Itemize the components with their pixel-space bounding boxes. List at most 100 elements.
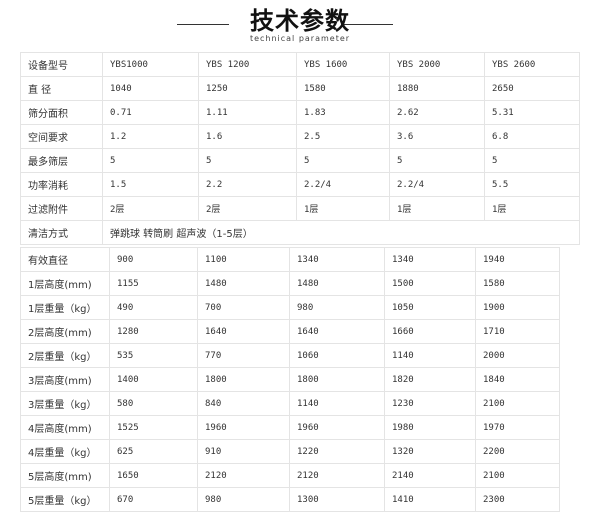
title-line-left [177, 24, 229, 25]
cell-value: 670 [109, 487, 198, 512]
table-row: 5层高度(mm) 1650 2120 2120 2140 2100 [20, 463, 560, 488]
cell-value: 1140 [384, 343, 476, 368]
cell-value: YBS 1600 [296, 52, 390, 77]
title-line-right [341, 24, 393, 25]
cell-value: 2层 [102, 196, 199, 221]
table-row: 过滤附件 2层 2层 1层 1层 1层 [20, 196, 580, 221]
cell-value: 1层 [484, 196, 580, 221]
cell-value: 1.5 [102, 172, 199, 197]
cell-value: 840 [197, 391, 290, 416]
cell-value: 1580 [475, 271, 560, 296]
cell-value: 1155 [109, 271, 198, 296]
cell-value: 1050 [384, 295, 476, 320]
cell-value: 1840 [475, 367, 560, 392]
row-label: 5层重量（kg） [20, 487, 110, 512]
table-row-cleaning: 清洁方式 弹跳球 转筒刷 超声波（1-5层） [20, 220, 580, 245]
row-label: 直 径 [20, 76, 103, 101]
table-row: 4层重量（kg） 625 910 1220 1320 2200 [20, 439, 560, 464]
cell-value: 2000 [475, 343, 560, 368]
row-label: 设备型号 [20, 52, 103, 77]
cell-value: 1220 [289, 439, 385, 464]
spec-table-layers: 有效直径 900 1100 1340 1340 1940 1层高度(mm) 1155 1480 1… [20, 247, 560, 512]
row-label: 空间要求 [20, 124, 103, 149]
cell-value: 1880 [389, 76, 485, 101]
cell-value: 1100 [197, 247, 290, 272]
cell-value: 535 [109, 343, 198, 368]
cell-value: 700 [197, 295, 290, 320]
cell-value: 1980 [384, 415, 476, 440]
table-row: 空间要求 1.2 1.6 2.5 3.6 6.8 [20, 124, 580, 149]
table-row: 1层重量（kg） 490 700 980 1050 1900 [20, 295, 560, 320]
cell-value: 2.2 [198, 172, 297, 197]
cell-value: 1800 [289, 367, 385, 392]
cell-value: 1340 [384, 247, 476, 272]
cell-value: 5 [296, 148, 390, 173]
cell-value: 5 [198, 148, 297, 173]
cleaning-methods: 弹跳球 转筒刷 超声波（1-5层） [102, 220, 580, 245]
cell-value: 5 [102, 148, 199, 173]
cell-value: 1970 [475, 415, 560, 440]
cell-value: 1580 [296, 76, 390, 101]
page-title: 技术参数 [250, 7, 350, 35]
cell-value: 1280 [109, 319, 198, 344]
row-label: 过滤附件 [20, 196, 103, 221]
row-label: 3层高度(mm) [20, 367, 110, 392]
cell-value: 1层 [389, 196, 485, 221]
cell-value: 1900 [475, 295, 560, 320]
cell-value: 6.8 [484, 124, 580, 149]
cell-value: 2140 [384, 463, 476, 488]
cell-value: 5 [484, 148, 580, 173]
cell-value: 2200 [475, 439, 560, 464]
cell-value: 2100 [475, 463, 560, 488]
cell-value: 5.5 [484, 172, 580, 197]
cell-value: 1640 [289, 319, 385, 344]
cell-value: 1060 [289, 343, 385, 368]
table-row: 直 径 1040 1250 1580 1880 2650 [20, 76, 580, 101]
table-row: 最多筛层 5 5 5 5 5 [20, 148, 580, 173]
cell-value: 770 [197, 343, 290, 368]
cell-value: 2.2/4 [296, 172, 390, 197]
row-label: 5层高度(mm) [20, 463, 110, 488]
cell-value: 2650 [484, 76, 580, 101]
row-label: 1层重量（kg） [20, 295, 110, 320]
cell-value: 2层 [198, 196, 297, 221]
cell-value: YBS 2000 [389, 52, 485, 77]
cell-value: 1230 [384, 391, 476, 416]
cell-value: 1940 [475, 247, 560, 272]
cell-value: 1650 [109, 463, 198, 488]
cell-value: 2.5 [296, 124, 390, 149]
page-subtitle: technical parameter [249, 34, 351, 43]
cell-value: 1960 [289, 415, 385, 440]
cell-value: 1040 [102, 76, 199, 101]
cell-value: 2.2/4 [389, 172, 485, 197]
row-label: 2层高度(mm) [20, 319, 110, 344]
table-row: 3层高度(mm) 1400 1800 1800 1820 1840 [20, 367, 560, 392]
table-row: 筛分面积 0.71 1.11 1.83 2.62 5.31 [20, 100, 580, 125]
cell-value: 1340 [289, 247, 385, 272]
cell-value: 1480 [289, 271, 385, 296]
cell-value: 1640 [197, 319, 290, 344]
cell-value: 5.31 [484, 100, 580, 125]
cell-value: 1.6 [198, 124, 297, 149]
cell-value: YBS1000 [102, 52, 199, 77]
cell-value: 1.11 [198, 100, 297, 125]
cell-value: 1300 [289, 487, 385, 512]
spec-table-main: 设备型号 YBS1000 YBS 1200 YBS 1600 YBS 2000 YBS 2… [20, 52, 580, 245]
cell-value: 2.62 [389, 100, 485, 125]
cell-value: 1710 [475, 319, 560, 344]
row-label: 3层重量（kg） [20, 391, 110, 416]
row-label: 最多筛层 [20, 148, 103, 173]
table-row: 5层重量（kg） 670 980 1300 1410 2300 [20, 487, 560, 512]
row-label: 4层高度(mm) [20, 415, 110, 440]
cell-value: 980 [197, 487, 290, 512]
table-row: 2层重量（kg） 535 770 1060 1140 2000 [20, 343, 560, 368]
cell-value: 2100 [475, 391, 560, 416]
table-row: 设备型号 YBS1000 YBS 1200 YBS 1600 YBS 2000 YBS 2… [20, 52, 580, 77]
table-row: 3层重量（kg） 580 840 1140 1230 2100 [20, 391, 560, 416]
table-row: 功率消耗 1.5 2.2 2.2/4 2.2/4 5.5 [20, 172, 580, 197]
table-row: 4层高度(mm) 1525 1960 1960 1980 1970 [20, 415, 560, 440]
row-label: 2层重量（kg） [20, 343, 110, 368]
cell-value: 1320 [384, 439, 476, 464]
row-label: 有效直径 [20, 247, 110, 272]
cell-value: 1960 [197, 415, 290, 440]
